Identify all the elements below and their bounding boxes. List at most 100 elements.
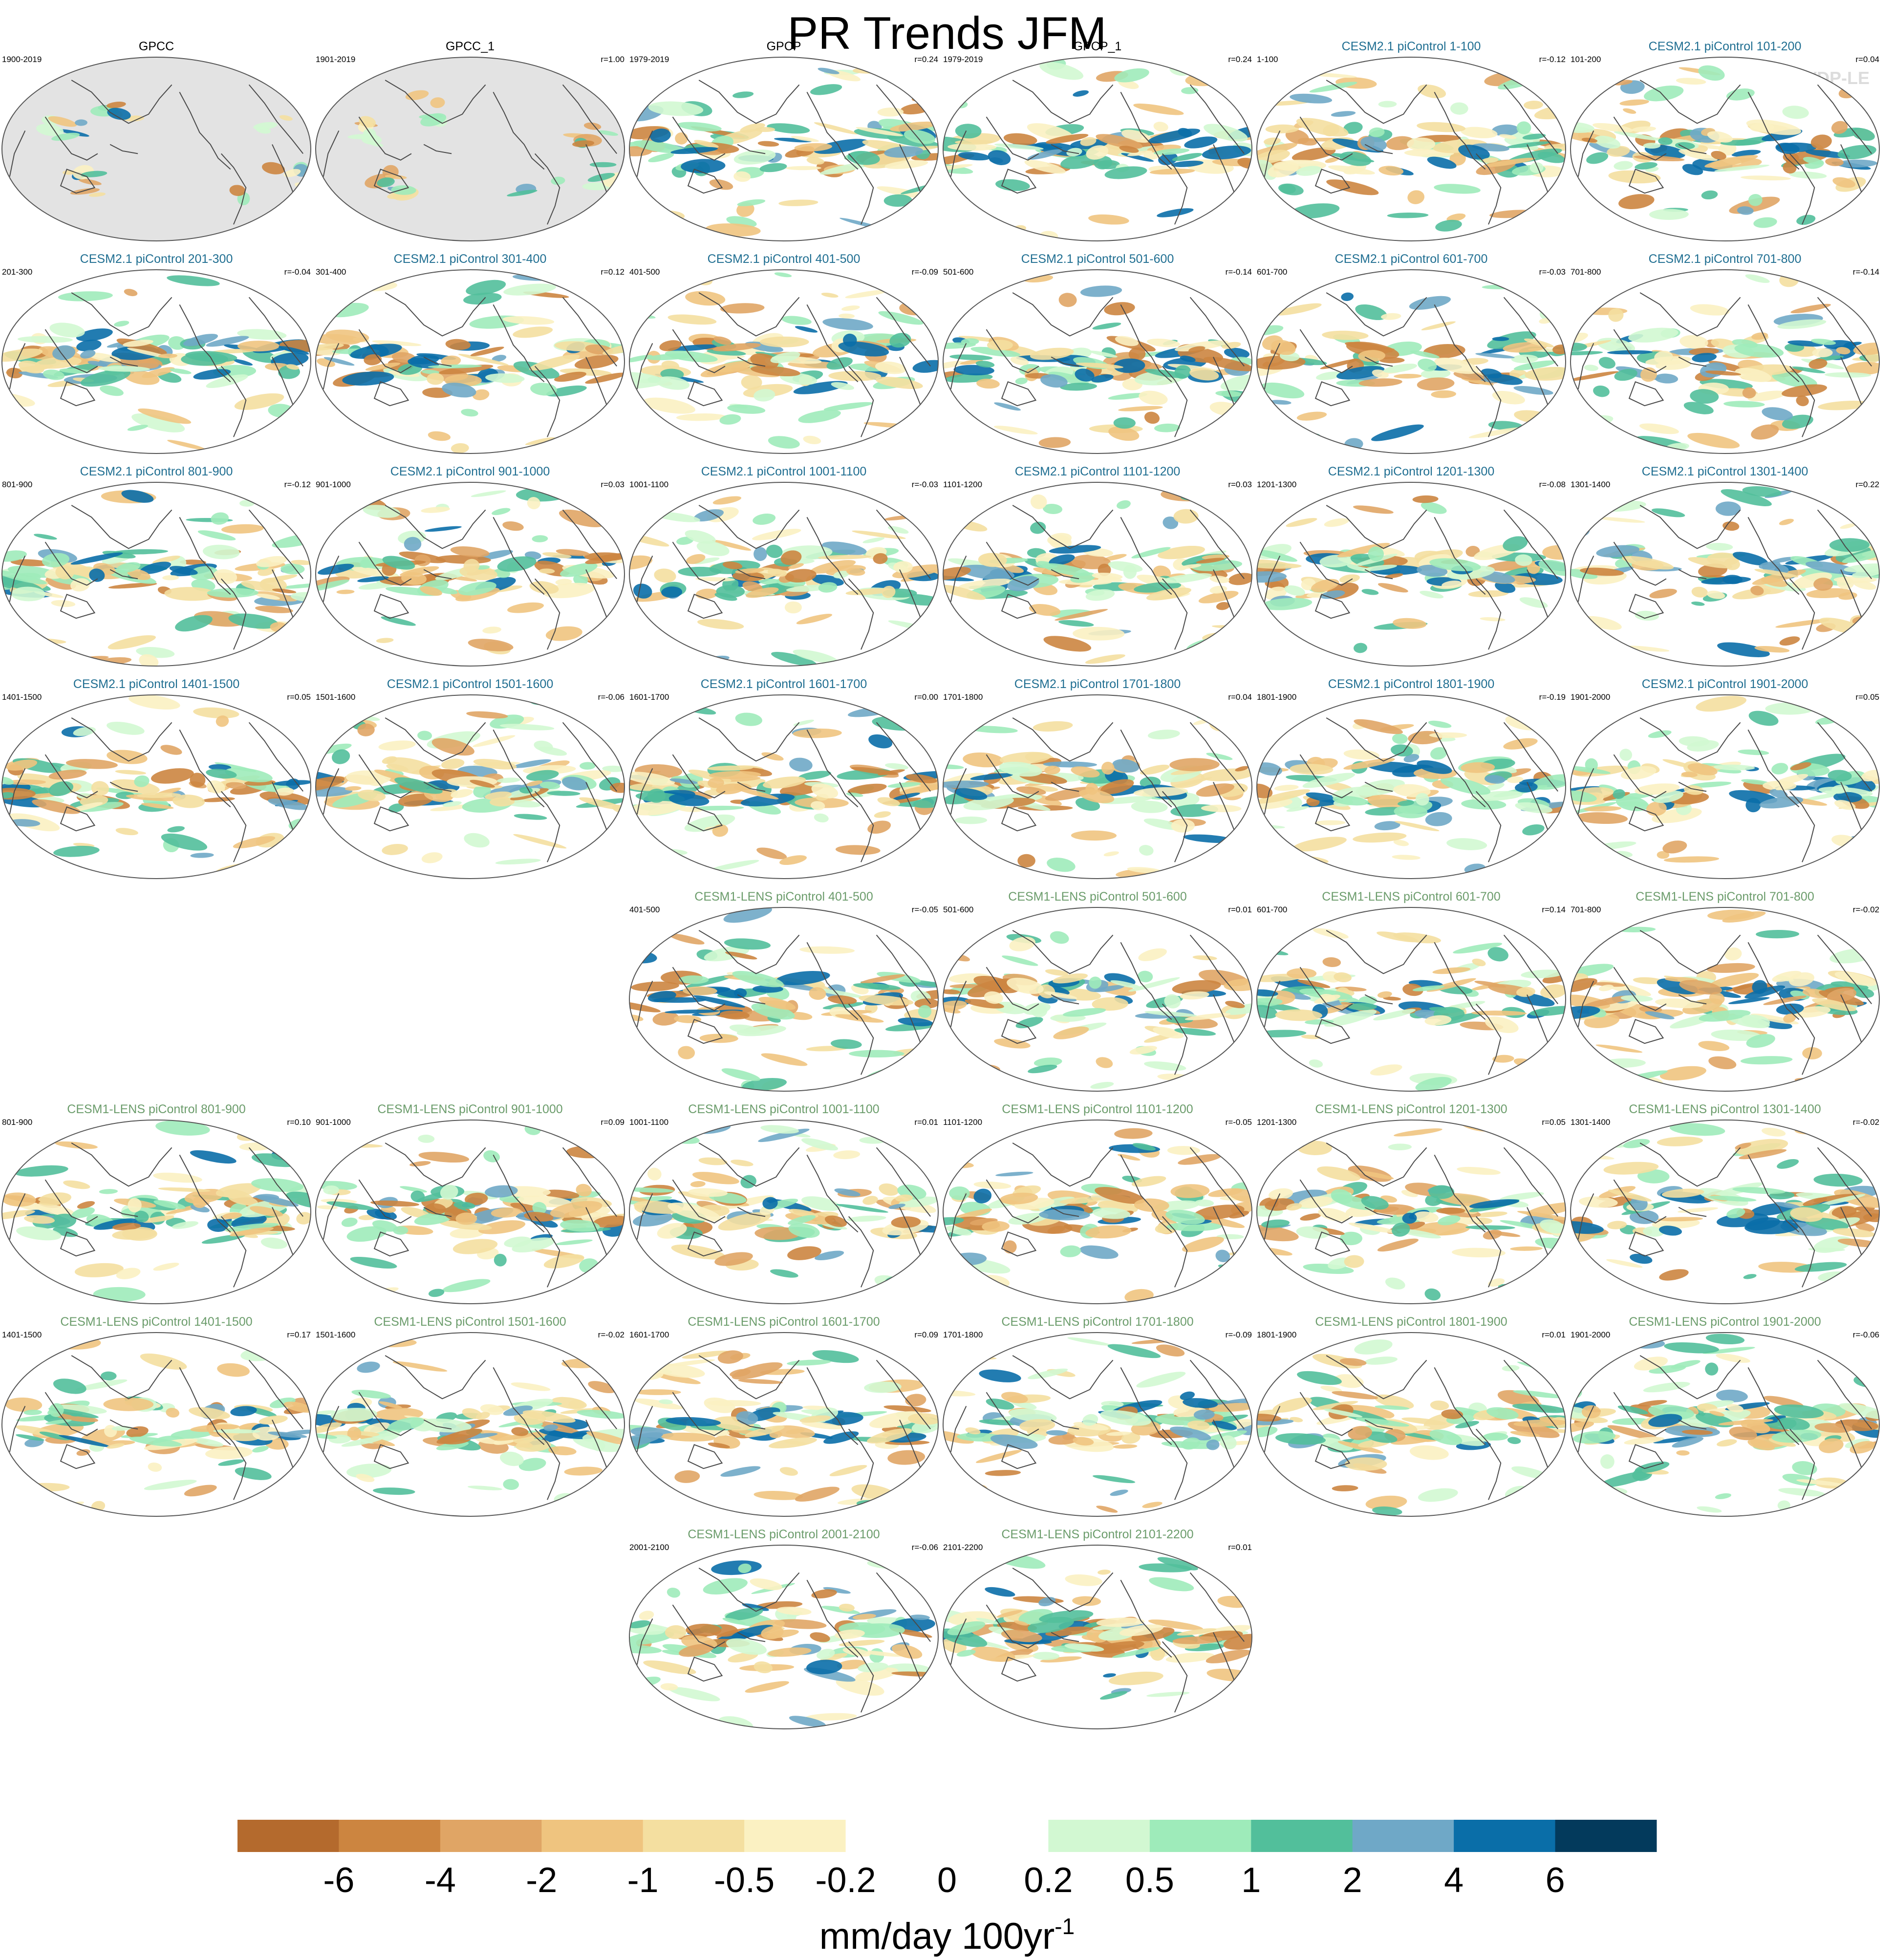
panel-title: CESM1-LENS piControl 1401-1500	[60, 1315, 252, 1329]
panel-correlation: r=0.01	[1228, 1543, 1252, 1552]
globe-outline	[1570, 907, 1880, 1092]
globe-outline	[1256, 482, 1566, 667]
coastlines	[9, 292, 303, 437]
colorbar-bin	[541, 1820, 644, 1852]
map-panel: CESM1-LENS piControl 601-700 601-700 r=0.1…	[1256, 890, 1566, 1092]
panel-title: CESM2.1 piControl 1101-1200	[1015, 465, 1181, 478]
colorbar-bin	[1555, 1820, 1657, 1852]
panel-correlation: r=1.00	[601, 55, 624, 64]
coastlines	[950, 930, 1245, 1075]
map-panel: CESM1-LENS piControl 801-900 801-900 r=0.1…	[1, 1102, 311, 1304]
globe-outline	[1, 57, 311, 241]
globe-outline	[1256, 694, 1566, 879]
colorbar-tick-label: 0.5	[1125, 1861, 1174, 1900]
map-panel: CESM1-LENS piControl 1901-2000 1901-2000 r…	[1570, 1315, 1880, 1517]
map-panel: CESM2.1 piControl 401-500 401-500 r=-0.09	[629, 252, 939, 454]
panel-title: CESM2.1 piControl 1701-1800	[1014, 677, 1181, 691]
panel-correlation: r=0.09	[914, 1330, 938, 1339]
coastlines	[1577, 80, 1872, 225]
map-panel: CESM2.1 piControl 701-800 701-800 r=-0.14	[1570, 252, 1880, 454]
panel-correlation: r=0.10	[287, 1118, 311, 1127]
panel-title: CESM1-LENS piControl 801-900	[67, 1102, 245, 1116]
globe-outline	[629, 57, 939, 241]
panel-correlation: r=-0.09	[1226, 1330, 1252, 1339]
map-panel: CESM2.1 piControl 101-200 101-200 r=0.04	[1570, 40, 1880, 241]
panel-correlation: r=0.03	[601, 480, 624, 489]
panel-period: 901-1000	[316, 480, 351, 489]
coastlines	[323, 292, 617, 437]
colorbar-tick-label: 1	[1241, 1861, 1261, 1900]
panel-period: 901-1000	[316, 1118, 351, 1127]
trend-field	[629, 1334, 938, 1508]
map-panel: CESM2.1 piControl 1701-1800 1701-1800 r=0.…	[943, 677, 1252, 879]
panel-period: 1701-1800	[943, 692, 983, 702]
coastlines	[9, 717, 303, 862]
coastlines	[1264, 80, 1558, 225]
panel-correlation: r=0.12	[601, 267, 624, 277]
colorbar-units: mm/day 100yr-1	[819, 1914, 1075, 1957]
colorbar-tick-label: -4	[425, 1861, 456, 1900]
colorbar-tick-label: -0.5	[714, 1861, 775, 1900]
globe-background	[316, 57, 624, 241]
map-panel: CESM2.1 piControl 1601-1700 1601-1700 r=0.…	[629, 677, 939, 879]
globe-outline	[629, 1120, 939, 1304]
colorbar-bin	[1048, 1820, 1150, 1852]
globe-outline	[315, 482, 625, 667]
panel-period: 1-100	[1257, 55, 1278, 64]
coastlines	[1264, 1355, 1558, 1500]
panel-title: CESM2.1 piControl 1901-2000	[1642, 677, 1808, 691]
map-panel: CESM1-LENS piControl 1101-1200 1101-1200 r…	[943, 1102, 1252, 1304]
globe-outline	[1, 1120, 311, 1304]
panel-title: CESM2.1 piControl 1601-1700	[701, 677, 867, 691]
trend-field	[1257, 485, 1566, 653]
panel-correlation: r=0.04	[1228, 692, 1252, 702]
trend-field	[1257, 70, 1566, 232]
map-panel: CESM1-LENS piControl 1701-1800 1701-1800 r…	[943, 1315, 1252, 1517]
panel-correlation: r=-0.02	[1853, 1118, 1879, 1127]
panel-correlation: r=0.01	[1228, 905, 1252, 914]
panel-correlation: r=-0.14	[1226, 267, 1252, 277]
globe-outline	[1570, 694, 1880, 879]
map-panel: CESM1-LENS piControl 1601-1700 1601-1700 r…	[629, 1315, 939, 1517]
panel-title: CESM1-LENS piControl 1701-1800	[1001, 1315, 1193, 1329]
map-panel: CESM1-LENS piControl 1501-1600 1501-1600 r…	[315, 1315, 625, 1517]
globe-background	[629, 57, 938, 241]
panel-correlation: r=-0.08	[1539, 480, 1566, 489]
map-panel: CESM2.1 piControl 301-400 301-400 r=0.12	[315, 252, 625, 454]
panel-period: 1301-1400	[1571, 480, 1610, 489]
panel-correlation: r=-0.09	[912, 267, 938, 277]
map-panel: CESM2.1 piControl 1501-1600 1501-1600 r=-0…	[315, 677, 625, 879]
map-panel: CESM2.1 piControl 1-100 1-100 r=-0.12	[1256, 40, 1566, 241]
map-panel: CESM1-LENS piControl 401-500 401-500 r=-0.…	[629, 890, 939, 1092]
globe-outline	[629, 694, 939, 879]
map-panel: CESM1-LENS piControl 2101-2200 2101-2200 r…	[943, 1528, 1252, 1729]
globe-outline	[629, 482, 939, 667]
globe-background	[1257, 270, 1566, 453]
panel-title: CESM2.1 piControl 1301-1400	[1642, 465, 1808, 478]
panel-correlation: r=-0.03	[912, 480, 938, 489]
map-panel: CESM2.1 piControl 1101-1200 1101-1200 r=0.…	[943, 465, 1252, 667]
colorbar-units-text: mm/day 100yr	[819, 1916, 1055, 1957]
panel-correlation: r=-0.12	[284, 480, 311, 489]
panel-correlation: r=-0.14	[1853, 267, 1879, 277]
globe-background	[1257, 57, 1566, 241]
panel-period: 401-500	[629, 905, 660, 914]
colorbar-tick-label: -6	[323, 1861, 354, 1900]
panel-period: 501-600	[943, 267, 973, 277]
panel-period: 1501-1600	[316, 1330, 355, 1339]
coastlines	[950, 717, 1245, 862]
map-panel: CESM1-LENS piControl 701-800 701-800 r=-0.…	[1570, 890, 1880, 1092]
map-panel: CESM2.1 piControl 501-600 501-600 r=-0.14	[943, 252, 1252, 454]
globe-outline	[1570, 482, 1880, 667]
panel-title: CESM2.1 piControl 1801-1900	[1328, 677, 1494, 691]
panel-period: 1101-1200	[943, 480, 982, 489]
globe-outline	[315, 1332, 625, 1517]
coastlines	[636, 292, 931, 437]
coastlines	[1264, 505, 1558, 650]
globe-outline	[629, 1545, 939, 1729]
panel-title: CESM2.1 piControl 501-600	[1021, 252, 1174, 266]
panel-period: 601-700	[1257, 267, 1287, 277]
panel-period: 401-500	[629, 267, 660, 277]
trend-field	[1571, 1123, 1879, 1282]
panel-period: 1901-2000	[1571, 1330, 1610, 1339]
